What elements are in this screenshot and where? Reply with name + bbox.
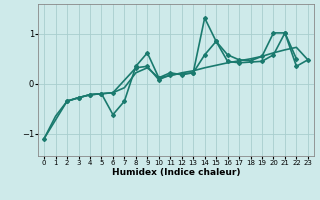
X-axis label: Humidex (Indice chaleur): Humidex (Indice chaleur) xyxy=(112,168,240,177)
